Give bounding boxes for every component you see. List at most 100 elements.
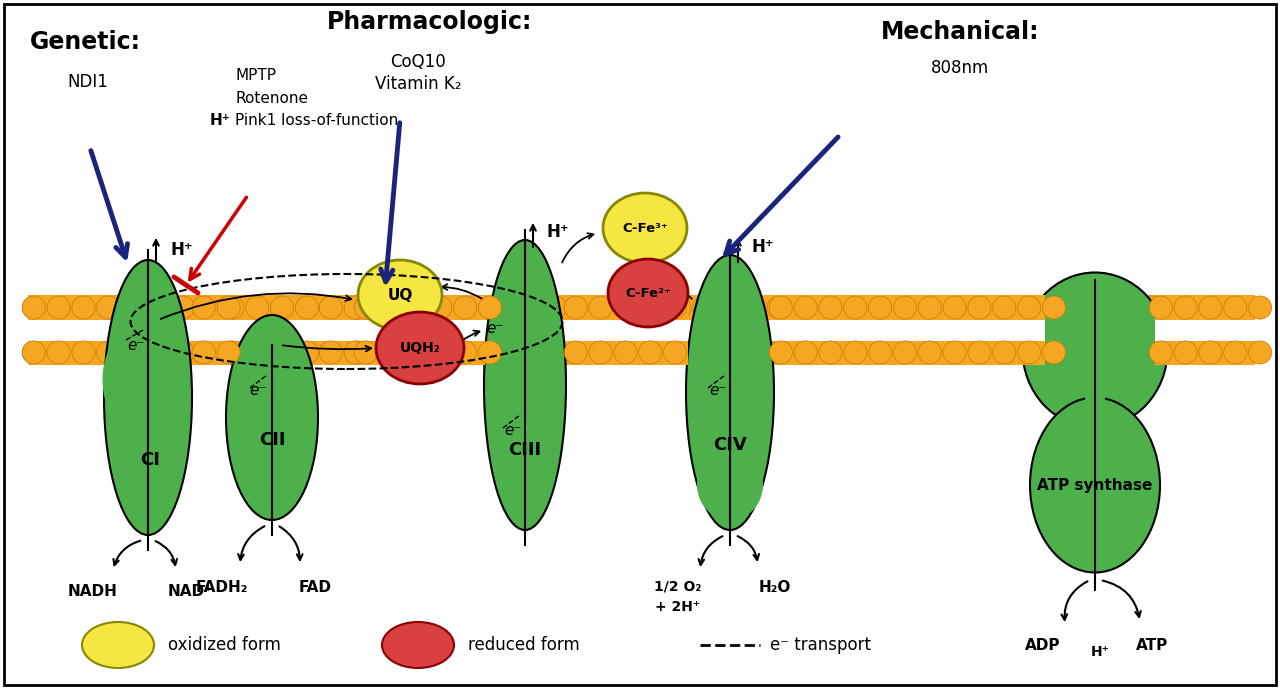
Circle shape <box>993 341 1016 364</box>
Circle shape <box>769 296 792 319</box>
Circle shape <box>794 296 817 319</box>
Text: ATP synthase: ATP synthase <box>1037 477 1153 493</box>
Circle shape <box>122 341 145 364</box>
Circle shape <box>966 341 989 364</box>
Circle shape <box>218 296 241 319</box>
Circle shape <box>453 341 476 364</box>
Circle shape <box>1224 341 1247 364</box>
Circle shape <box>1189 296 1212 319</box>
Text: 808nm: 808nm <box>931 59 989 77</box>
Circle shape <box>817 296 840 319</box>
Circle shape <box>47 296 70 319</box>
Circle shape <box>296 296 319 319</box>
Circle shape <box>404 296 428 319</box>
Circle shape <box>643 296 666 319</box>
Circle shape <box>404 341 428 364</box>
Circle shape <box>893 341 916 364</box>
Circle shape <box>742 296 765 319</box>
Circle shape <box>589 341 612 364</box>
Text: MPTP: MPTP <box>236 68 276 83</box>
Circle shape <box>122 296 145 319</box>
Text: e⁻ transport: e⁻ transport <box>771 636 870 654</box>
Circle shape <box>993 296 1016 319</box>
Circle shape <box>1149 341 1172 364</box>
Circle shape <box>379 341 402 364</box>
Circle shape <box>453 296 476 319</box>
Circle shape <box>346 296 369 319</box>
Text: e⁻: e⁻ <box>486 320 503 336</box>
Bar <box>1155 320 1254 340</box>
Circle shape <box>842 341 865 364</box>
Circle shape <box>22 341 45 364</box>
Circle shape <box>1199 341 1222 364</box>
Circle shape <box>1239 296 1262 319</box>
Text: Mechanical:: Mechanical: <box>881 20 1039 44</box>
Circle shape <box>594 341 617 364</box>
Circle shape <box>1165 341 1188 364</box>
Circle shape <box>97 341 120 364</box>
Circle shape <box>246 296 269 319</box>
Bar <box>360 295 485 365</box>
Circle shape <box>420 341 443 364</box>
Text: C-Fe²⁺: C-Fe²⁺ <box>625 287 671 300</box>
Circle shape <box>296 341 319 364</box>
Ellipse shape <box>227 315 317 520</box>
Circle shape <box>394 296 417 319</box>
Circle shape <box>1041 341 1064 364</box>
Circle shape <box>742 341 765 364</box>
Circle shape <box>470 296 493 319</box>
Text: ADP: ADP <box>1025 637 1061 652</box>
Text: CoQ10: CoQ10 <box>390 53 445 71</box>
Circle shape <box>842 296 865 319</box>
Circle shape <box>792 296 815 319</box>
Circle shape <box>668 341 691 364</box>
Circle shape <box>1139 296 1162 319</box>
Text: CII: CII <box>259 431 285 449</box>
Circle shape <box>1042 296 1065 319</box>
Circle shape <box>1149 296 1172 319</box>
Circle shape <box>444 296 467 319</box>
Circle shape <box>692 296 716 319</box>
Circle shape <box>221 341 244 364</box>
Text: Pink1 loss-of-function: Pink1 loss-of-function <box>236 112 398 127</box>
Ellipse shape <box>102 333 157 427</box>
Circle shape <box>941 341 964 364</box>
Circle shape <box>320 296 343 319</box>
Text: FADH₂: FADH₂ <box>196 579 248 595</box>
Circle shape <box>494 341 517 364</box>
Circle shape <box>444 341 467 364</box>
Circle shape <box>218 341 241 364</box>
Circle shape <box>22 341 45 364</box>
Ellipse shape <box>698 450 763 520</box>
Circle shape <box>767 341 790 364</box>
Circle shape <box>420 296 443 319</box>
Circle shape <box>794 341 817 364</box>
Text: reduced form: reduced form <box>468 636 580 654</box>
Ellipse shape <box>381 622 454 668</box>
Circle shape <box>769 341 792 364</box>
Circle shape <box>663 341 686 364</box>
Circle shape <box>819 341 842 364</box>
Circle shape <box>1042 341 1065 364</box>
Circle shape <box>1224 296 1247 319</box>
Circle shape <box>1065 296 1088 319</box>
Circle shape <box>429 341 452 364</box>
Circle shape <box>47 341 70 364</box>
Circle shape <box>1189 341 1212 364</box>
Ellipse shape <box>1023 273 1167 427</box>
Circle shape <box>1018 296 1041 319</box>
Circle shape <box>1174 296 1197 319</box>
Circle shape <box>172 296 195 319</box>
Circle shape <box>518 341 541 364</box>
Circle shape <box>844 341 867 364</box>
Circle shape <box>1139 341 1162 364</box>
Circle shape <box>966 296 989 319</box>
Bar <box>1085 340 1105 425</box>
Circle shape <box>1091 296 1114 319</box>
Circle shape <box>1091 341 1114 364</box>
Text: CI: CI <box>140 451 160 469</box>
Circle shape <box>564 296 588 319</box>
Ellipse shape <box>1030 398 1160 573</box>
Circle shape <box>594 296 617 319</box>
Circle shape <box>918 296 941 319</box>
